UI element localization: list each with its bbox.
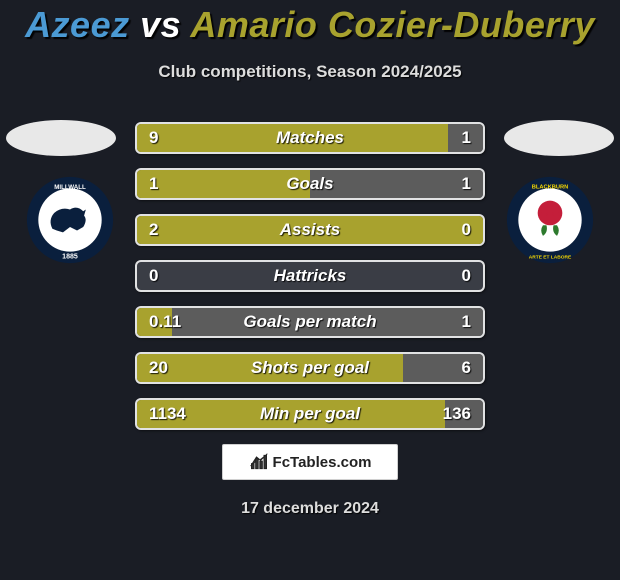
club-crest-left: MILLWALL 1885: [26, 176, 114, 264]
svg-text:ARTE ET LABORE: ARTE ET LABORE: [529, 255, 572, 261]
stat-label: Matches: [137, 128, 483, 148]
svg-text:BLACKBURN: BLACKBURN: [532, 184, 569, 190]
stat-row: 11Goals: [135, 168, 485, 200]
fctables-logo[interactable]: FcTables.com: [222, 444, 398, 480]
stat-row: 00Hattricks: [135, 260, 485, 292]
page-title: Azeez vs Amario Cozier-Duberry: [0, 4, 620, 46]
stat-label: Goals: [137, 174, 483, 194]
stat-label: Shots per goal: [137, 358, 483, 378]
player1-name: Azeez: [25, 4, 130, 45]
stat-label: Goals per match: [137, 312, 483, 332]
stat-row: 91Matches: [135, 122, 485, 154]
player2-name: Amario Cozier-Duberry: [190, 4, 595, 45]
blackburn-crest-icon: BLACKBURN ARTE ET LABORE: [506, 176, 594, 264]
stat-row: 1134136Min per goal: [135, 398, 485, 430]
chart-icon: [249, 452, 269, 472]
vs-text: vs: [140, 4, 181, 45]
stat-label: Assists: [137, 220, 483, 240]
club-crest-right: BLACKBURN ARTE ET LABORE: [506, 176, 594, 264]
stat-label: Min per goal: [137, 404, 483, 424]
stat-label: Hattricks: [137, 266, 483, 286]
fctables-text: FcTables.com: [273, 454, 372, 471]
millwall-crest-icon: MILLWALL 1885: [26, 176, 114, 264]
player2-photo-placeholder: [504, 120, 614, 156]
subtitle: Club competitions, Season 2024/2025: [0, 62, 620, 82]
stats-container: 91Matches 11Goals 20Assists 00Hattricks 0.11…: [135, 122, 485, 430]
stat-row: 206Shots per goal: [135, 352, 485, 384]
svg-text:MILLWALL: MILLWALL: [54, 184, 86, 191]
stat-row: 0.111Goals per match: [135, 306, 485, 338]
stat-row: 20Assists: [135, 214, 485, 246]
svg-text:1885: 1885: [62, 254, 78, 261]
player1-photo-placeholder: [6, 120, 116, 156]
date-text: 17 december 2024: [0, 500, 620, 518]
